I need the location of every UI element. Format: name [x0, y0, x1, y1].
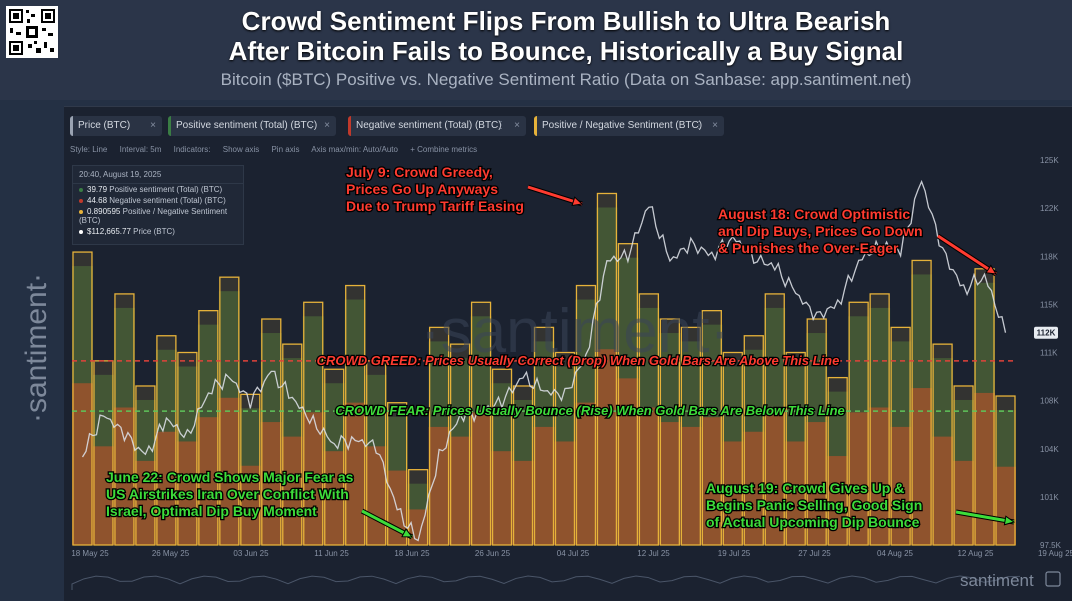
close-icon[interactable]: × — [150, 120, 156, 131]
legend-row: 44.68 Negative sentiment (Total) (BTC) — [73, 195, 243, 206]
tab-price[interactable]: Price (BTC) × — [70, 116, 162, 136]
axis-range-selector[interactable]: Axis max/min: Auto/Auto — [311, 145, 398, 154]
tab-label: Positive sentiment (Total) (BTC) — [176, 120, 318, 131]
tab-label: Price (BTC) — [78, 120, 131, 131]
qr-code — [6, 6, 58, 58]
style-selector[interactable]: Style: Line — [70, 145, 108, 154]
interval-selector[interactable]: Interval: 5m — [119, 145, 162, 154]
legend-dot — [79, 187, 83, 192]
hover-legend: 20:40, August 19, 2025 39.79 Positive se… — [72, 165, 244, 245]
legend-label: Positive sentiment (Total) (BTC) — [109, 185, 223, 194]
more-icon[interactable]: ⋮ — [306, 120, 316, 131]
legend-dot — [79, 209, 83, 214]
legend-timestamp: 20:40, August 19, 2025 — [73, 166, 243, 184]
legend-dot — [79, 229, 83, 234]
tab-positive-sentiment[interactable]: Positive sentiment (Total) (BTC) ⋮ × — [168, 116, 336, 136]
header: Crowd Sentiment Flips From Bullish to Ul… — [0, 0, 1072, 100]
more-icon[interactable]: ⋮ — [496, 120, 506, 131]
tab-color-bar — [348, 116, 351, 136]
tab-negative-sentiment[interactable]: Negative sentiment (Total) (BTC) ⋮ × — [348, 116, 526, 136]
tab-ratio-sentiment[interactable]: Positive / Negative Sentiment (BTC) ⋮ × — [534, 116, 724, 136]
legend-dot — [79, 198, 83, 203]
indicators-selector[interactable]: Indicators: — [173, 145, 211, 154]
santiment-vertical-logo: ·santiment· — [20, 273, 53, 423]
legend-value: 39.79 — [87, 185, 108, 194]
legend-value: 0.890595 — [87, 207, 121, 216]
legend-row: 39.79 Positive sentiment (Total) (BTC) — [73, 184, 243, 195]
close-icon[interactable]: × — [324, 120, 330, 131]
close-icon[interactable]: × — [514, 120, 520, 131]
more-icon[interactable]: ⋮ — [694, 120, 704, 131]
tab-color-bar — [70, 116, 73, 136]
legend-row: $112,665.77 Price (BTC) — [73, 226, 243, 237]
chart-subtitle: Bitcoin ($BTC) Positive vs. Negative Sen… — [220, 70, 912, 89]
pin-axis-toggle[interactable]: Pin axis — [271, 145, 300, 154]
legend-value: $112,665.77 — [87, 227, 131, 236]
tab-label: Negative sentiment (Total) (BTC) — [356, 120, 502, 131]
chart-title: Crowd Sentiment Flips From Bullish to Ul… — [70, 6, 1062, 66]
combine-metrics-button[interactable]: + Combine metrics — [410, 145, 478, 154]
legend-row: 0.890595 Positive / Negative Sentiment (… — [73, 206, 243, 226]
tab-color-bar — [534, 116, 537, 136]
chart-toolbar: Style: Line Interval: 5m Indicators: Sho… — [70, 143, 487, 157]
title-line-1: Crowd Sentiment Flips From Bullish to Ul… — [241, 6, 891, 36]
tab-label: Positive / Negative Sentiment (BTC) — [542, 120, 703, 131]
close-icon[interactable]: × — [712, 120, 718, 131]
legend-label: Price (BTC) — [133, 227, 175, 236]
legend-value: 44.68 — [87, 196, 108, 205]
chart-panel: Price (BTC) × Positive sentiment (Total)… — [64, 106, 1072, 601]
title-line-2: After Bitcoin Fails to Bounce, Historica… — [228, 36, 904, 66]
legend-label: Negative sentiment (Total) (BTC) — [109, 196, 226, 205]
show-axis-toggle[interactable]: Show axis — [222, 145, 260, 154]
tab-color-bar — [168, 116, 171, 136]
santiment-vertical-text: ·santiment· — [20, 273, 53, 423]
